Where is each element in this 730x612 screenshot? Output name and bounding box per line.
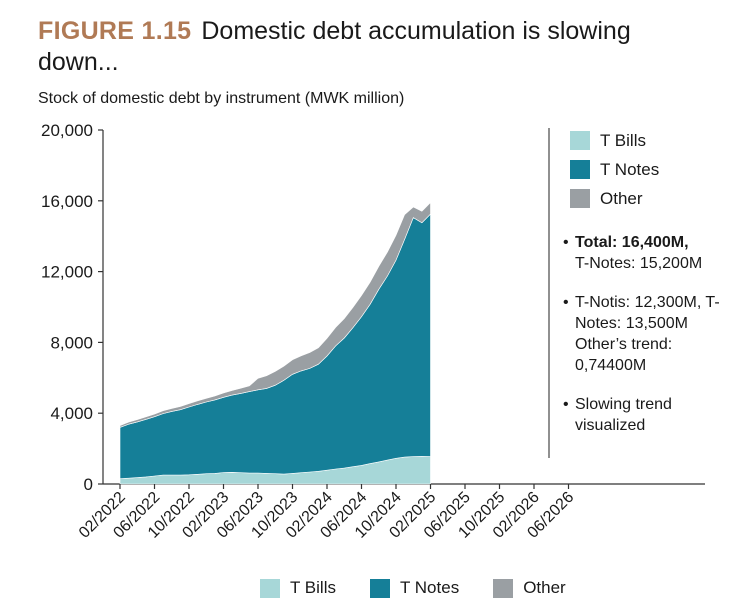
- y-tick-label: 0: [84, 475, 93, 494]
- bottom-legend-label-t-notes: T Notes: [399, 578, 460, 597]
- y-tick-label: 8,000: [50, 333, 93, 352]
- bullet: •: [563, 234, 569, 251]
- bottom-legend-other: Other: [493, 578, 566, 598]
- note-1-bold: Total: 16,400M,: [575, 234, 689, 251]
- bottom-legend-label-t-bills: T Bills: [290, 578, 336, 597]
- legend-label-other: Other: [600, 188, 643, 208]
- chart-title: FIGURE 1.15 Domestic debt accumulation is…: [38, 16, 688, 78]
- legend-entry-other: Other: [570, 184, 659, 213]
- annotation-notes: • Total: 16,400M, T-Notes: 15,200M • T-No…: [563, 232, 728, 454]
- figure-label: FIGURE 1.15: [38, 17, 192, 45]
- legend-entry-t-notes: T Notes: [570, 155, 659, 184]
- t-bills-swatch: [260, 578, 280, 598]
- bullet: •: [563, 294, 569, 311]
- bottom-legend-label-other: Other: [523, 578, 566, 597]
- side-legend: T Bills T Notes Other: [570, 126, 659, 213]
- note-1-text: T-Notes: 15,200M: [575, 255, 703, 272]
- note-2-text: T-Notis: 12,300M, T-Notes: 13,500M Other…: [575, 294, 720, 374]
- t-bills-swatch: [570, 131, 590, 150]
- note-3: • Slowing trend visualized: [563, 394, 728, 436]
- note-3-text: Slowing trend visualized: [575, 396, 672, 434]
- bottom-legend: T Bills T Notes Other: [260, 578, 600, 598]
- bottom-legend-t-notes: T Notes: [369, 578, 460, 598]
- t-notes-area: [119, 213, 431, 480]
- t-notes-swatch: [570, 160, 590, 179]
- bottom-legend-t-bills: T Bills: [260, 578, 336, 598]
- y-tick-label: 12,000: [41, 263, 93, 282]
- legend-entry-t-bills: T Bills: [570, 126, 659, 155]
- legend-label-t-notes: T Notes: [600, 159, 660, 179]
- note-1: • Total: 16,400M, T-Notes: 15,200M: [563, 232, 728, 274]
- legend-label-t-bills: T Bills: [600, 130, 646, 150]
- other-swatch: [570, 189, 590, 208]
- t-notes-swatch: [369, 578, 390, 598]
- note-2: • T-Notis: 12,300M, T-Notes: 13,500M Oth…: [563, 292, 728, 376]
- other-area: [119, 201, 431, 428]
- title-text: Domestic debt accumulation is slowing do…: [38, 17, 631, 76]
- y-tick-label: 4,000: [50, 404, 93, 423]
- other-swatch: [493, 578, 514, 598]
- y-tick-label: 20,000: [41, 121, 93, 140]
- y-axis-label: Stock of domestic debt by instrument (MW…: [38, 90, 405, 107]
- bullet: •: [563, 396, 569, 413]
- y-tick-label: 16,000: [41, 192, 93, 211]
